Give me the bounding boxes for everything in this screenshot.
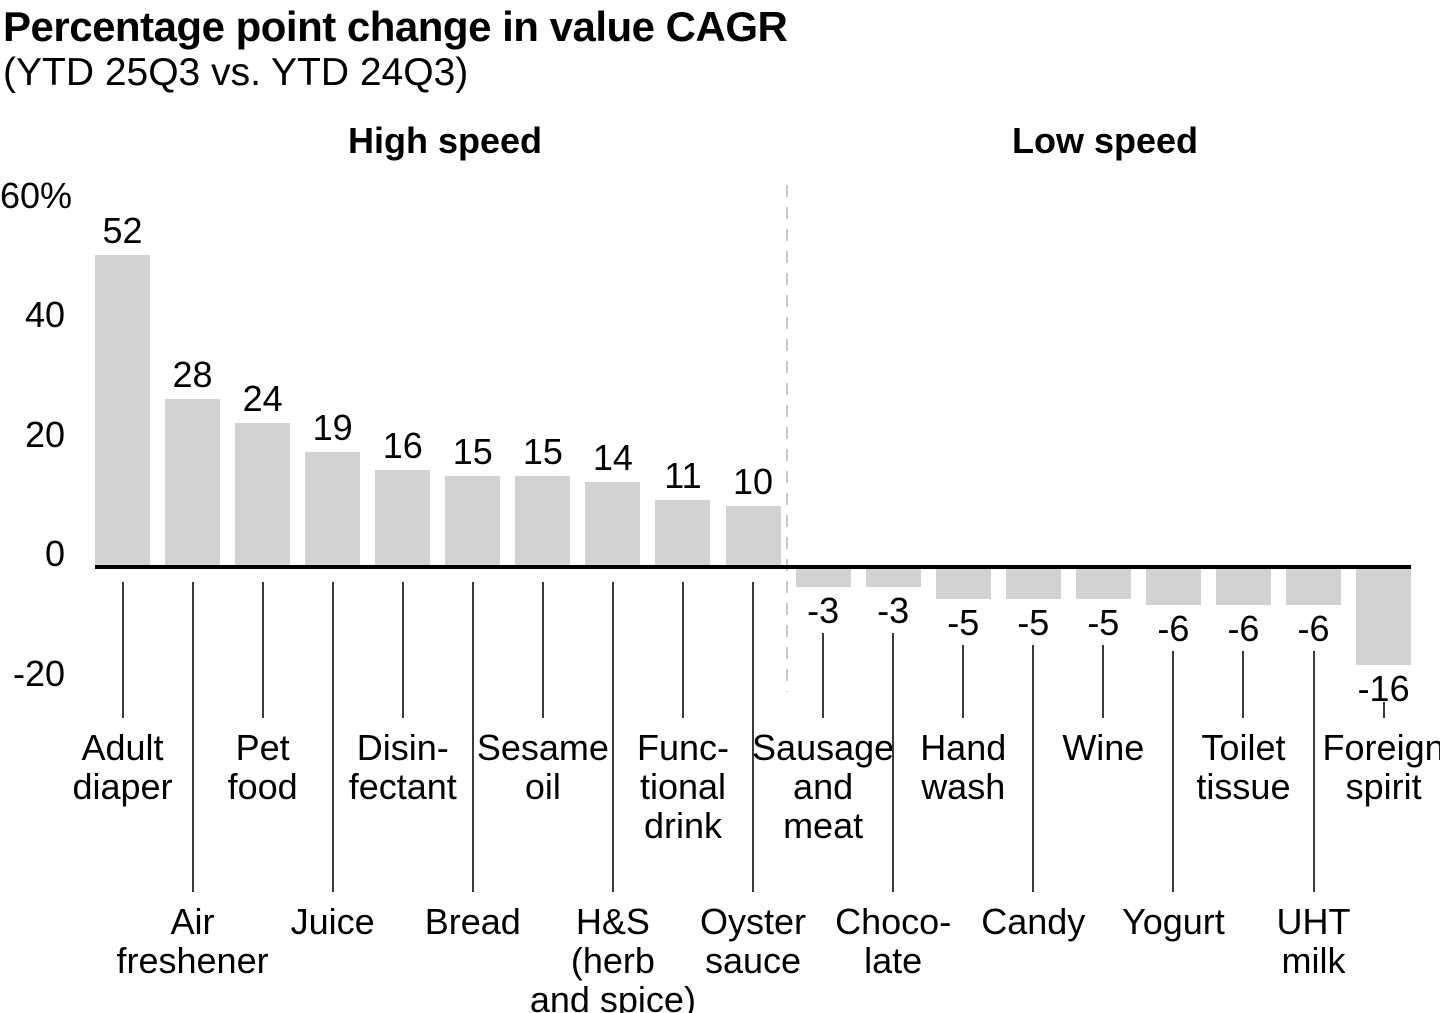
category-label-disinfectant: Disin- fectant [348, 727, 457, 807]
y-axis-tick-label-60: 60% [0, 174, 73, 216]
y-axis-tick-label-40: 40 [24, 294, 65, 335]
leader-line-wine [1102, 644, 1105, 718]
chart-subtitle: (YTD 25Q3 vs. YTD 24Q3) [3, 51, 469, 94]
leader-line-sausage-and-meat [822, 632, 825, 718]
bar-value-label-disinfectant: 16 [382, 425, 423, 467]
bar-value-label-candy: -5 [1017, 601, 1050, 643]
category-label-air-freshener: Air freshener [116, 901, 269, 981]
category-label-yogurt: Yogurt [1122, 901, 1225, 942]
category-label-chocolate: Choco- late [835, 901, 952, 981]
category-label-juice: Juice [290, 901, 375, 942]
category-label-uht-milk: UHT milk [1276, 901, 1351, 981]
leader-line-air-freshener [191, 582, 194, 892]
bar-foreign-spirit [1356, 569, 1412, 665]
bar-value-label-sausage-and-meat: -3 [807, 589, 840, 631]
category-label-h-s-herb-and-spice: H&S (herb and spice) [529, 901, 696, 1013]
leader-line-sesame-oil [541, 582, 544, 718]
bar-value-label-juice: 19 [312, 407, 353, 449]
group-divider-dashed-line [785, 185, 788, 692]
bar-value-label-functional-drink: 11 [664, 455, 702, 497]
category-label-hand-wash: Hand wash [920, 727, 1007, 807]
group-header-high-speed: High speed [347, 120, 543, 161]
bar-value-label-adult-diaper: 52 [102, 210, 143, 252]
bar-value-label-oyster-sauce: 10 [733, 461, 774, 503]
bar-toilet-tissue [1215, 569, 1271, 605]
bar-value-label-chocolate: -3 [877, 589, 910, 631]
category-label-bread: Bread [424, 901, 521, 942]
category-label-sausage-and-meat: Sausage and meat [752, 727, 895, 846]
bar-value-label-pet-food: 24 [242, 377, 283, 419]
category-label-oyster-sauce: Oyster sauce [700, 901, 807, 981]
bar-air-freshener [165, 398, 221, 566]
bar-value-label-bread: 15 [452, 431, 493, 473]
chart-title: Percentage point change in value CAGR [3, 3, 788, 50]
bar-value-label-toilet-tissue: -6 [1227, 607, 1260, 649]
category-label-functional-drink: Func- tional drink [636, 727, 729, 846]
leader-line-disinfectant [401, 582, 404, 718]
bar-value-label-foreign-spirit: -16 [1357, 667, 1410, 709]
bar-chocolate [865, 569, 921, 587]
bar-value-label-uht-milk: -6 [1297, 607, 1330, 649]
bar-wine [1075, 569, 1131, 599]
bar-sausage-and-meat [795, 569, 851, 587]
leader-line-toilet-tissue [1242, 650, 1245, 718]
leader-line-juice [331, 582, 334, 892]
leader-line-adult-diaper [121, 582, 124, 718]
zero-axis-line [95, 565, 1411, 569]
bar-bread [445, 476, 501, 566]
bar-pet-food [235, 422, 291, 566]
bar-value-label-air-freshener: 28 [172, 353, 213, 395]
leader-line-h-s-herb-and-spice [611, 582, 614, 892]
leader-line-yogurt [1172, 650, 1175, 892]
category-label-candy: Candy [981, 901, 1086, 942]
bar-h-s-herb-and-spice [585, 482, 641, 566]
category-label-toilet-tissue: Toilet tissue [1196, 727, 1291, 807]
bar-functional-drink [655, 500, 711, 566]
bar-value-label-hand-wash: -5 [947, 601, 980, 643]
leader-line-pet-food [261, 582, 264, 718]
bar-candy [1005, 569, 1061, 599]
bar-oyster-sauce [725, 506, 781, 566]
leader-line-oyster-sauce [752, 582, 755, 892]
category-label-pet-food: Pet food [227, 727, 298, 807]
category-label-sesame-oil: Sesame oil [476, 727, 609, 807]
bar-value-label-wine: -5 [1087, 601, 1120, 643]
group-header-low-speed: Low speed [1011, 120, 1199, 161]
leader-line-bread [471, 582, 474, 892]
bar-juice [305, 452, 361, 566]
bar-value-label-sesame-oil: 15 [522, 431, 563, 473]
leader-line-foreign-spirit [1382, 702, 1385, 718]
y-axis-tick-label-20: 20 [24, 413, 65, 455]
leader-line-candy [1032, 644, 1035, 892]
bar-yogurt [1145, 569, 1201, 605]
bar-value-label-yogurt: -6 [1157, 607, 1190, 649]
leader-line-functional-drink [681, 582, 684, 718]
leader-line-chocolate [892, 632, 895, 892]
leader-line-hand-wash [962, 644, 965, 718]
bar-adult-diaper [95, 255, 150, 566]
y-axis-tick-label-0: 0 [44, 533, 65, 574]
category-label-adult-diaper: Adult diaper [72, 727, 173, 807]
bar-disinfectant [375, 470, 431, 566]
category-label-foreign-spirit: Foreign spirit [1322, 727, 1440, 807]
bar-sesame-oil [515, 476, 571, 566]
bar-uht-milk [1286, 569, 1342, 605]
category-label-wine: Wine [1062, 727, 1145, 768]
leader-line-uht-milk [1312, 650, 1315, 892]
bar-hand-wash [935, 569, 991, 599]
bar-value-label-h-s-herb-and-spice: 14 [592, 437, 633, 479]
y-axis-tick-label-20: -20 [12, 652, 65, 694]
